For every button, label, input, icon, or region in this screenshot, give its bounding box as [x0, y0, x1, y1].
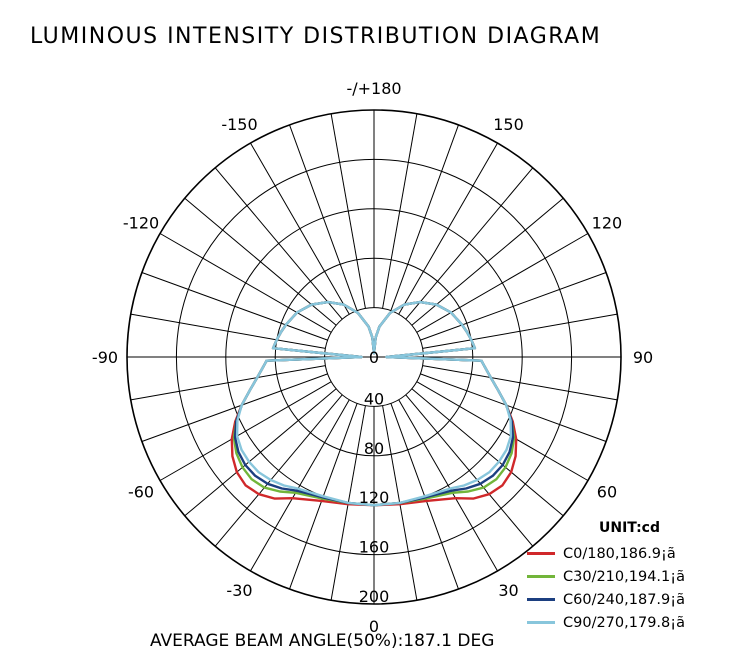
legend-item: C30/210,194.1¡ã [527, 565, 685, 588]
grid-spoke [184, 197, 337, 326]
grid-spoke [422, 313, 618, 349]
angle-tick-label: 0 [369, 617, 379, 636]
grid-spoke [250, 399, 350, 572]
angle-tick-label: -60 [128, 483, 154, 502]
legend-label: C60/240,187.9¡ã [563, 591, 685, 608]
grid-spoke [250, 142, 350, 315]
angle-tick-label: 60 [597, 483, 617, 502]
angle-tick-label: 30 [498, 581, 518, 600]
grid-spoke [382, 113, 418, 309]
radial-tick-label: 40 [364, 389, 384, 408]
grid-spoke [330, 113, 366, 309]
grid-spoke [422, 365, 618, 401]
grid-spoke [184, 388, 337, 517]
grid-spoke [398, 142, 498, 315]
grid-spoke [159, 233, 332, 333]
grid-spoke [420, 272, 607, 341]
angle-tick-label: 90 [633, 348, 653, 367]
legend-item: C90/270,179.8¡ã [527, 611, 685, 634]
legend-item: C0/180,186.9¡ã [527, 542, 685, 565]
angle-tick-label: -30 [226, 581, 252, 600]
radial-tick-label: 0 [369, 348, 379, 367]
legend-swatch [527, 575, 555, 578]
unit-label: UNIT:cd [599, 520, 660, 536]
chart-title: LUMINOUS INTENSITY DISTRIBUTION DIAGRAM [30, 24, 602, 49]
grid-spoke [130, 313, 326, 349]
grid-spoke [405, 394, 534, 547]
grid-spoke [405, 167, 534, 320]
grid-spoke [416, 233, 589, 333]
legend-label: C0/180,186.9¡ã [563, 545, 676, 562]
legend-item: C60/240,187.9¡ã [527, 588, 685, 611]
series-line-3 [235, 300, 513, 507]
series-group [230, 300, 518, 507]
grid-spoke [398, 399, 498, 572]
grid-spoke [420, 373, 607, 442]
radial-tick-label: 80 [364, 439, 384, 458]
legend-label: C90/270,179.8¡ã [563, 614, 685, 631]
angle-tick-label: 120 [592, 214, 623, 233]
grid-spoke [289, 124, 358, 311]
legend-swatch [527, 552, 555, 555]
grid-spoke [214, 394, 343, 547]
grid-spoke [130, 365, 326, 401]
grid-spoke [411, 388, 564, 517]
grid-spoke [411, 197, 564, 326]
grid-spoke [141, 272, 328, 341]
angle-tick-label: -150 [221, 115, 257, 134]
grid-spoke [159, 381, 332, 481]
angle-tick-label: -120 [123, 214, 159, 233]
angle-tick-label: -90 [92, 348, 118, 367]
angle-tick-label: -/+180 [346, 79, 401, 98]
grid-spoke [416, 381, 589, 481]
legend-swatch [527, 621, 555, 624]
grid-spoke [214, 167, 343, 320]
radial-tick-label: 200 [359, 587, 390, 606]
legend-swatch [527, 598, 555, 601]
angle-tick-label: 150 [493, 115, 524, 134]
axis-labels: -/+180 150 120 90 60 30 0 -30 -60 -90 -120 -150 0 40 8… [92, 79, 653, 636]
legend-label: C30/210,194.1¡ã [563, 568, 685, 585]
beam-angle-footer: AVERAGE BEAM ANGLE(50%):187.1 DEG [150, 631, 495, 651]
legend: UNIT:cd C0/180,186.9¡ã C30/210,194.1¡ã C… [527, 520, 685, 634]
grid-spoke [141, 373, 328, 442]
radial-tick-label: 160 [359, 538, 390, 557]
radial-tick-label: 120 [359, 488, 390, 507]
grid-spoke [390, 124, 459, 311]
